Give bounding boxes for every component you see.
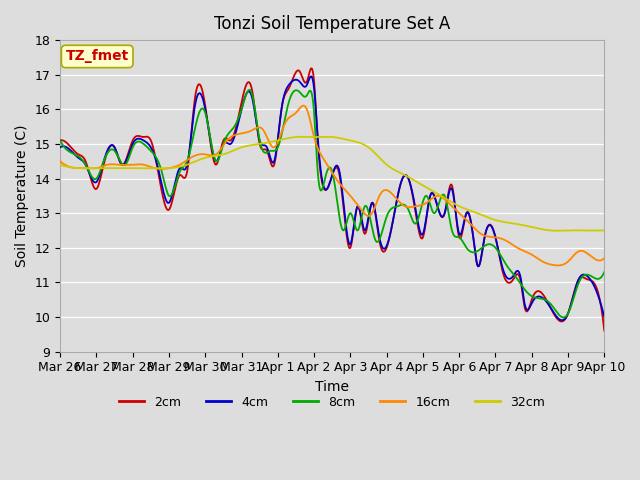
Legend: 2cm, 4cm, 8cm, 16cm, 32cm: 2cm, 4cm, 8cm, 16cm, 32cm <box>115 391 550 414</box>
Title: Tonzi Soil Temperature Set A: Tonzi Soil Temperature Set A <box>214 15 451 33</box>
Y-axis label: Soil Temperature (C): Soil Temperature (C) <box>15 125 29 267</box>
Text: TZ_fmet: TZ_fmet <box>65 49 129 63</box>
X-axis label: Time: Time <box>316 380 349 394</box>
